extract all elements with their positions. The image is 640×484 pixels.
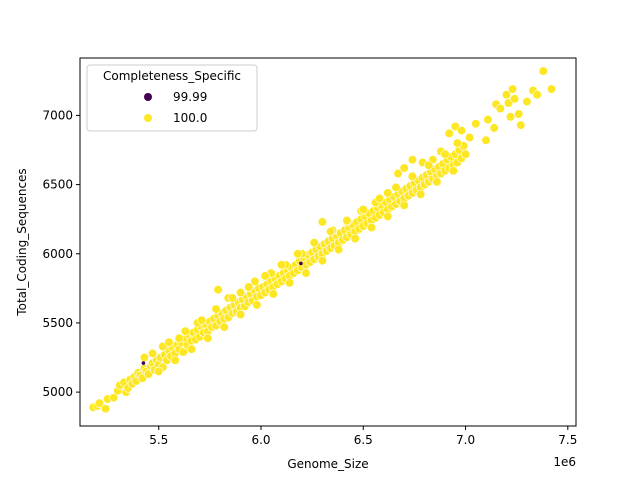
legend-marker-100 (144, 114, 152, 122)
data-point (399, 163, 409, 173)
y-tick-label: 5500 (42, 316, 73, 330)
data-point (432, 177, 442, 187)
data-point (393, 168, 403, 179)
data-point (489, 123, 499, 133)
legend: Completeness_Specific 99.99 100.0 (86, 64, 258, 132)
x-tick-label: 6.5 (354, 433, 373, 447)
data-point (456, 126, 467, 136)
data-point (109, 393, 119, 403)
data-point (154, 366, 164, 377)
data-point (516, 120, 526, 130)
data-point (139, 352, 149, 363)
data-point (141, 361, 146, 365)
axes-frame (79, 57, 577, 427)
y-tick-label: 6000 (42, 247, 73, 261)
data-point (407, 171, 418, 181)
data-point (268, 289, 278, 299)
data-point (301, 268, 311, 278)
data-point (342, 216, 352, 226)
data-point (507, 84, 518, 94)
data-point (94, 398, 104, 408)
y-tick-label: 6500 (42, 178, 73, 192)
data-point (164, 337, 174, 347)
y-tick-label: 7000 (42, 108, 73, 122)
data-point (293, 249, 303, 259)
data-point (471, 119, 481, 129)
legend-title: Completeness_Specific (103, 69, 241, 83)
x-axis-offset-label: 1e6 (553, 455, 576, 469)
data-point (424, 160, 434, 170)
data-point (416, 189, 426, 199)
y-axis-label: Total_Coding_Sequences (15, 168, 29, 316)
x-tick-label: 7.0 (456, 433, 475, 447)
data-point (383, 188, 393, 198)
data-point (465, 132, 475, 143)
data-point (197, 315, 207, 325)
x-axis-ticks: 5.5 6.0 6.5 7.0 7.5 (149, 426, 577, 447)
data-point (213, 285, 223, 295)
data-point (252, 300, 262, 310)
data-point (452, 138, 463, 148)
data-point (495, 103, 505, 114)
legend-marker-99-99 (144, 93, 152, 101)
points-layer (88, 66, 557, 414)
data-point (170, 355, 180, 365)
data-point (538, 66, 548, 76)
x-axis-label: Genome_Size (287, 457, 368, 471)
data-point (358, 204, 368, 215)
data-point (317, 217, 328, 227)
data-point (180, 326, 190, 336)
data-point (483, 114, 493, 125)
data-point (505, 112, 516, 122)
data-point (317, 256, 328, 266)
legend-label-100: 100.0 (173, 111, 207, 125)
data-point (366, 222, 377, 233)
legend-box (86, 64, 258, 132)
data-point (532, 90, 542, 100)
y-axis-ticks: 5000 5500 6000 6500 7000 (42, 108, 80, 399)
data-point (375, 193, 385, 203)
data-point (227, 293, 237, 303)
data-point (148, 348, 158, 359)
data-point (399, 200, 409, 210)
data-point (383, 211, 393, 221)
data-point (461, 149, 471, 159)
data-point (391, 182, 401, 192)
y-tick-label: 5000 (42, 385, 73, 399)
data-point (203, 333, 213, 343)
data-point (309, 238, 319, 248)
data-point (236, 287, 246, 298)
data-point (514, 109, 524, 119)
data-point (299, 261, 303, 266)
data-point (522, 96, 532, 107)
data-point (444, 128, 454, 138)
legend-label-99-99: 99.99 (173, 90, 207, 104)
data-point (276, 260, 287, 270)
data-point (174, 333, 184, 343)
data-point (250, 276, 260, 287)
data-point (285, 278, 295, 288)
data-point (219, 322, 229, 332)
data-point (244, 282, 254, 292)
data-point (178, 347, 188, 357)
data-point (236, 310, 246, 320)
data-point (186, 344, 197, 354)
data-point (440, 149, 450, 159)
data-point (481, 135, 491, 145)
data-point (407, 155, 418, 165)
x-tick-label: 6.0 (251, 433, 270, 447)
data-point (448, 166, 458, 176)
data-point (260, 271, 270, 281)
data-point (100, 404, 111, 414)
data-point (326, 227, 336, 237)
data-point (546, 84, 557, 94)
data-point (211, 304, 221, 314)
data-point (350, 233, 360, 244)
x-tick-label: 7.5 (558, 433, 577, 447)
data-point (509, 94, 520, 104)
data-point (334, 245, 344, 255)
x-tick-label: 5.5 (149, 433, 168, 447)
